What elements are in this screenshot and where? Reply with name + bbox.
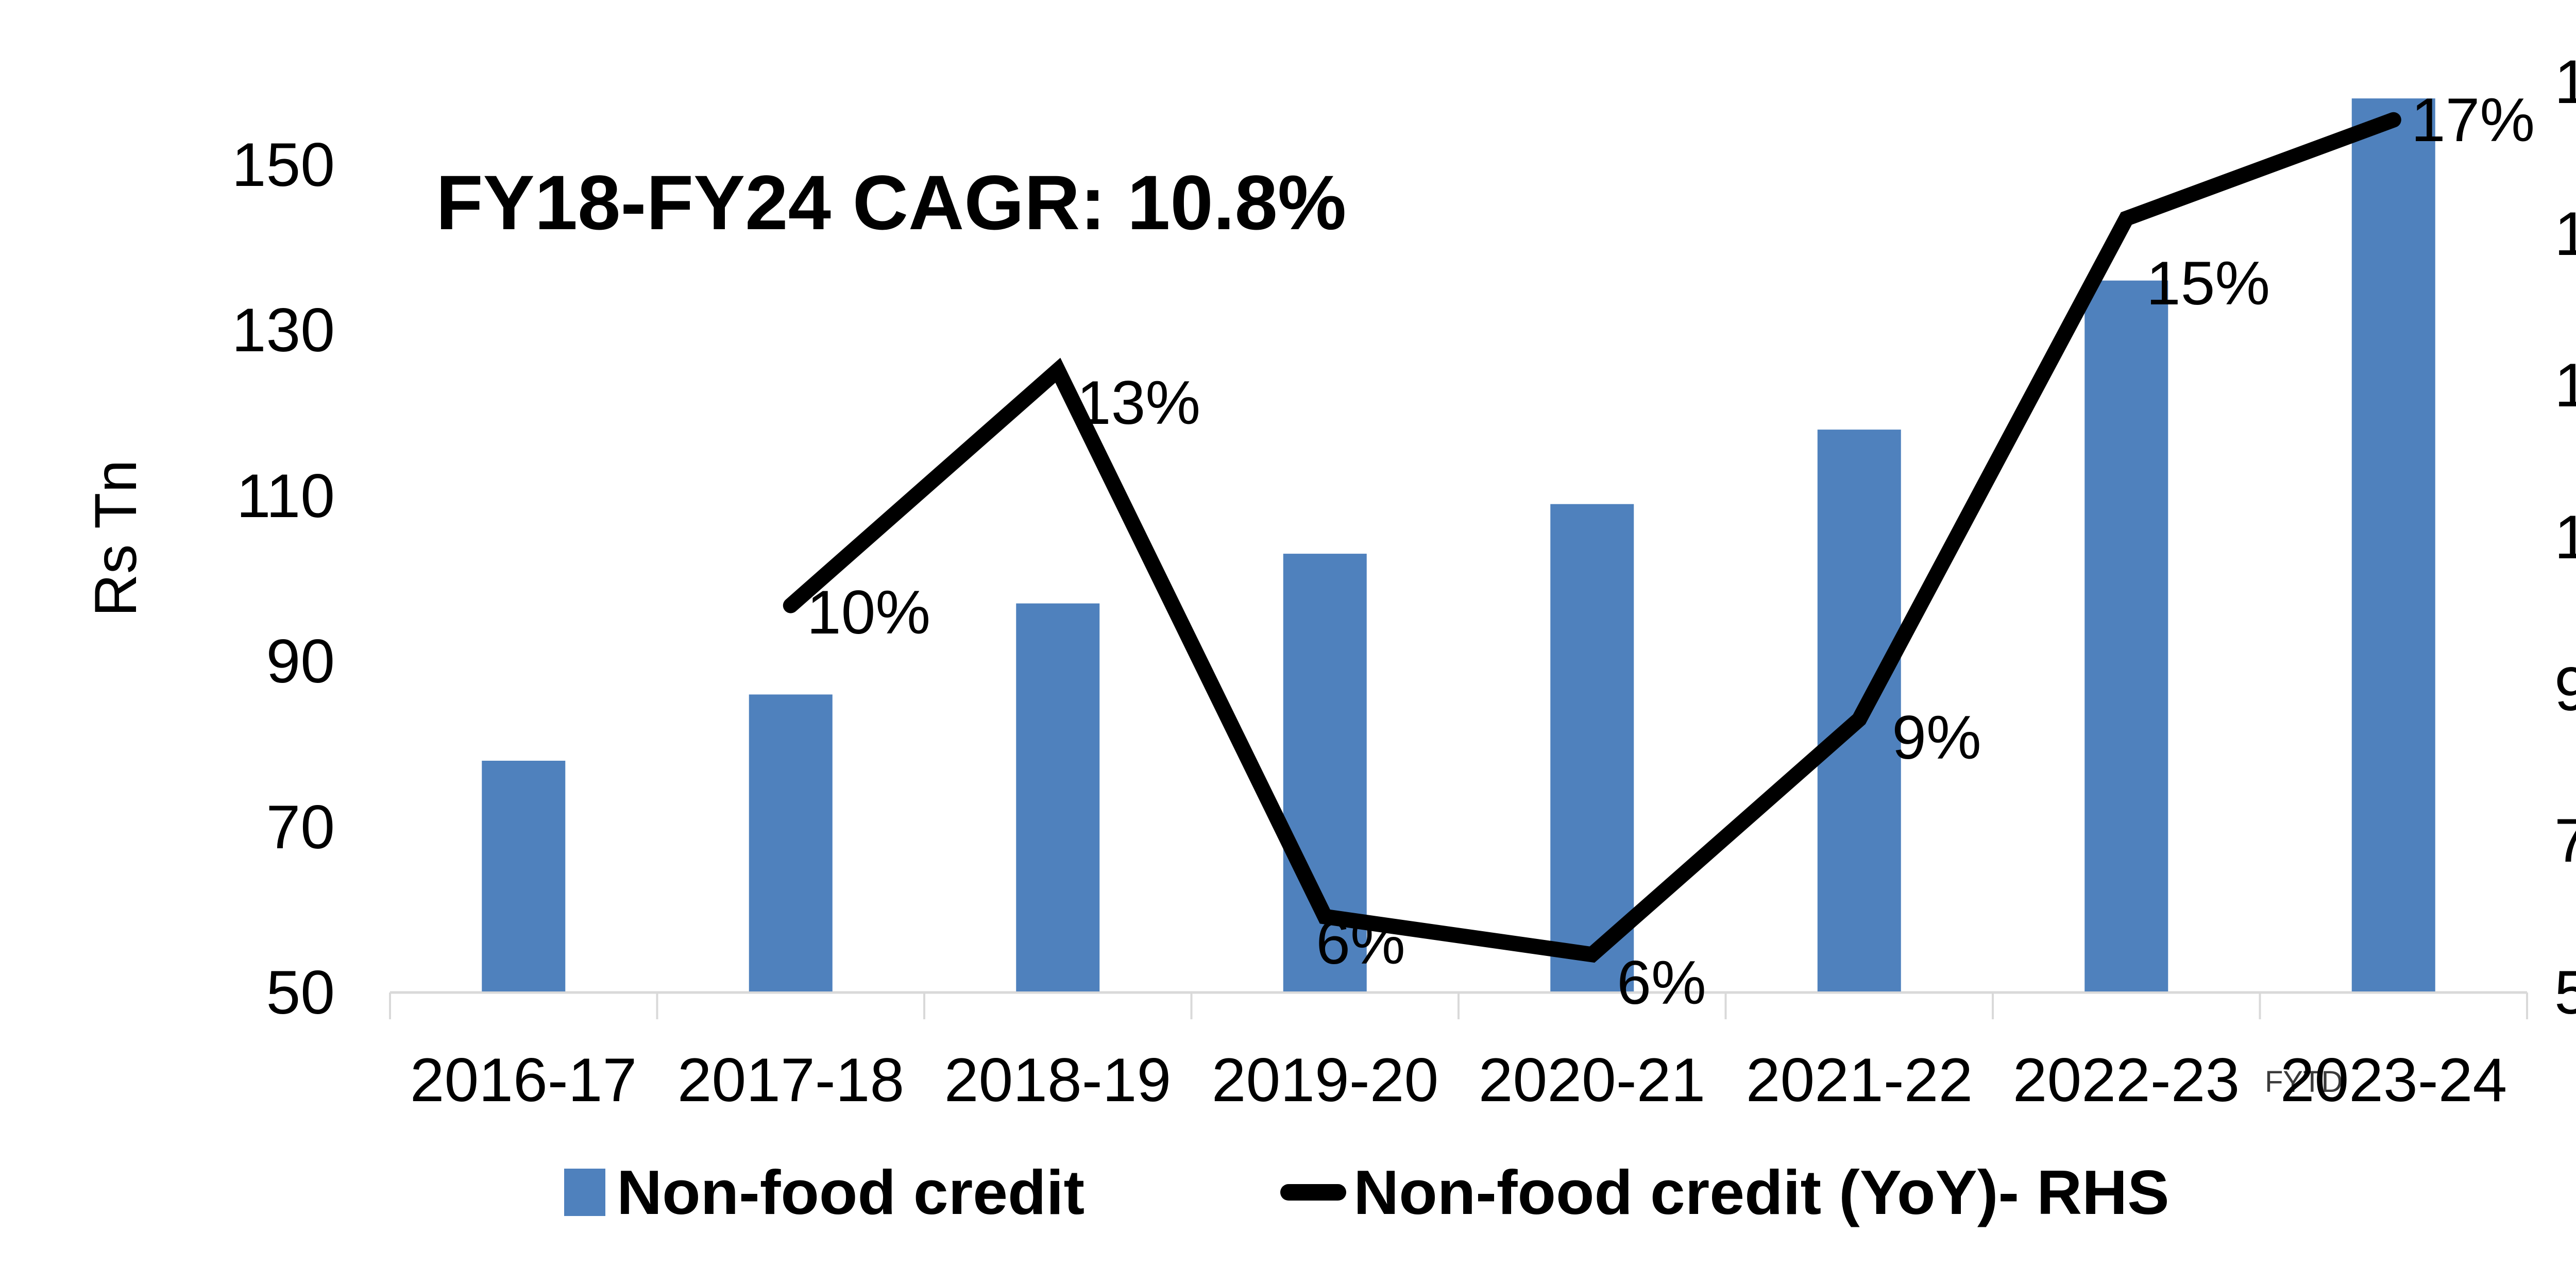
left-axis-tick-label: 50 xyxy=(266,958,335,1027)
right-axis-tick-label: 17% xyxy=(2554,47,2576,116)
left-axis-tick-label: 70 xyxy=(266,793,335,862)
bar-2017-18 xyxy=(749,694,833,991)
left-axis-tick-label: 90 xyxy=(266,627,335,696)
right-axis-tick-label: 9% xyxy=(2554,655,2576,724)
yoy-data-label: 6% xyxy=(1617,948,1706,1017)
legend-label-bar-series: Non-food credit xyxy=(617,1157,1085,1227)
yoy-data-label: 10% xyxy=(806,578,931,647)
legend-item-line-series: Non-food credit (YoY)- RHS xyxy=(1280,1158,2170,1227)
line-series-swatch-icon xyxy=(1280,1184,1347,1201)
yoy-data-label: 13% xyxy=(1076,368,1201,437)
yoy-data-label: 6% xyxy=(1316,908,1405,977)
x-axis-category-label: 2020-21 xyxy=(1478,1046,1706,1115)
right-axis-tick-label: 7% xyxy=(2554,806,2576,875)
x-axis-category-label: 2018-19 xyxy=(944,1046,1172,1115)
yoy-line xyxy=(783,112,2401,963)
left-axis-tick-label: 110 xyxy=(236,461,335,530)
x-axis-category-label: 2022-23 xyxy=(2012,1046,2240,1115)
bar-2016-17 xyxy=(482,761,566,991)
right-axis-tick-label: 13% xyxy=(2554,351,2576,420)
yoy-data-label: 17% xyxy=(2411,85,2535,155)
bar-2022-23 xyxy=(2084,280,2168,992)
x-axis-category-label: 2021-22 xyxy=(1745,1046,1973,1115)
legend-item-bar-series: Non-food credit xyxy=(564,1158,1084,1227)
bar-2023-24 xyxy=(2351,98,2435,992)
legend: Non-food credit Non-food credit (YoY)- R… xyxy=(564,1158,2170,1227)
x-axis-category-label: 2019-20 xyxy=(1211,1046,1439,1115)
left-axis-tick-label: 130 xyxy=(231,296,335,365)
x-axis-category-label: 2016-17 xyxy=(410,1046,637,1115)
bar-2018-19 xyxy=(1016,603,1100,991)
legend-label-line-series: Non-food credit (YoY)- RHS xyxy=(1353,1157,2170,1227)
yoy-data-label: 9% xyxy=(1892,703,1981,772)
bar-2020-21 xyxy=(1550,504,1634,991)
x-axis-category-label: 2017-18 xyxy=(677,1046,905,1115)
right-axis-tick-label: 15% xyxy=(2554,199,2576,268)
right-axis-tick-label: 11% xyxy=(2554,503,2576,572)
left-axis-tick-label: 150 xyxy=(231,130,335,199)
fytd-annotation: FYTD xyxy=(2265,1065,2343,1099)
right-axis-tick-label: 5% xyxy=(2554,958,2576,1027)
yoy-data-label: 15% xyxy=(2146,249,2270,318)
bar-series-swatch-icon xyxy=(564,1169,605,1217)
chart-title: FY18-FY24 CAGR: 10.8% xyxy=(436,159,1347,246)
x-axis-category-label: 2023-24 xyxy=(2280,1046,2507,1115)
